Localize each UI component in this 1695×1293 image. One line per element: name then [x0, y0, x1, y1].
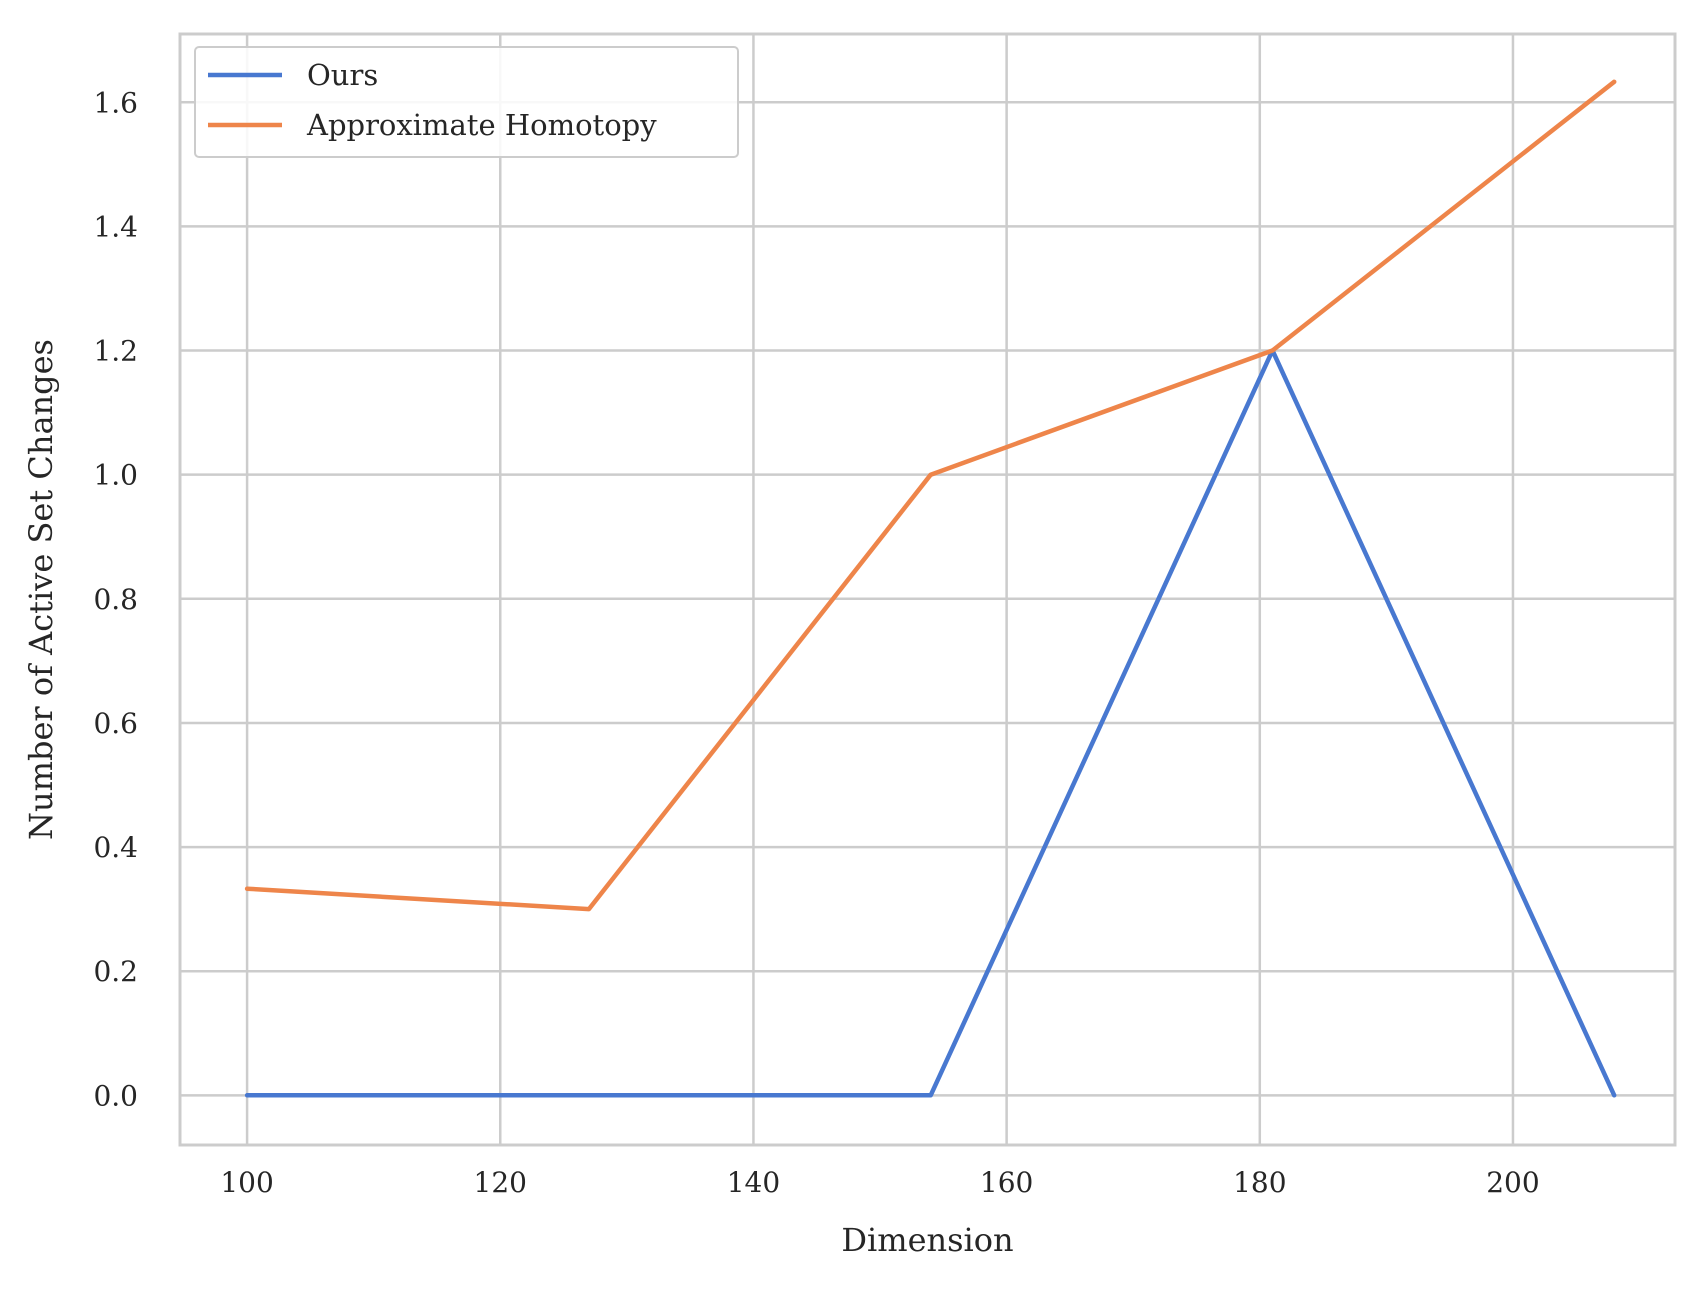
legend-box: [194, 46, 739, 158]
plot-area-frame: [178, 32, 1677, 1147]
series-lines: [244, 79, 1617, 1098]
legend: Ours Approximate Homotopy: [194, 46, 739, 158]
x-tick-label: 160: [980, 1166, 1033, 1199]
y-tick-label: 0.4: [93, 831, 138, 864]
grid-lines: [180, 34, 1675, 1145]
y-tick-label: 1.4: [93, 210, 138, 243]
y-tick-label: 0.2: [93, 955, 138, 988]
series-line-0: [244, 348, 1617, 1098]
y-tick-label: 0.0: [93, 1079, 138, 1112]
y-tick-label: 0.8: [93, 583, 138, 616]
y-tick-label: 1.2: [93, 335, 138, 368]
series-line-1: [244, 79, 1617, 912]
y-tick-label: 1.0: [93, 459, 138, 492]
y-tick-label: 0.6: [93, 707, 138, 740]
legend-label: Ours: [307, 58, 378, 92]
x-tick-label: 180: [1233, 1166, 1286, 1199]
x-axis-label: Dimension: [841, 1221, 1013, 1259]
x-tick-label: 120: [474, 1166, 527, 1199]
x-tick-label: 100: [220, 1166, 273, 1199]
legend-label: Approximate Homotopy: [306, 108, 657, 142]
y-axis-ticks: 0.0 0.2 0.4 0.6 0.8 1.0 1.2 1.4 1.6: [93, 86, 138, 1112]
x-tick-label: 200: [1486, 1166, 1539, 1199]
y-tick-label: 1.6: [93, 86, 138, 119]
x-axis-ticks: 100 120 140 160 180 200: [220, 1166, 1539, 1199]
y-axis-label: Number of Active Set Changes: [22, 339, 60, 840]
x-tick-label: 140: [727, 1166, 780, 1199]
